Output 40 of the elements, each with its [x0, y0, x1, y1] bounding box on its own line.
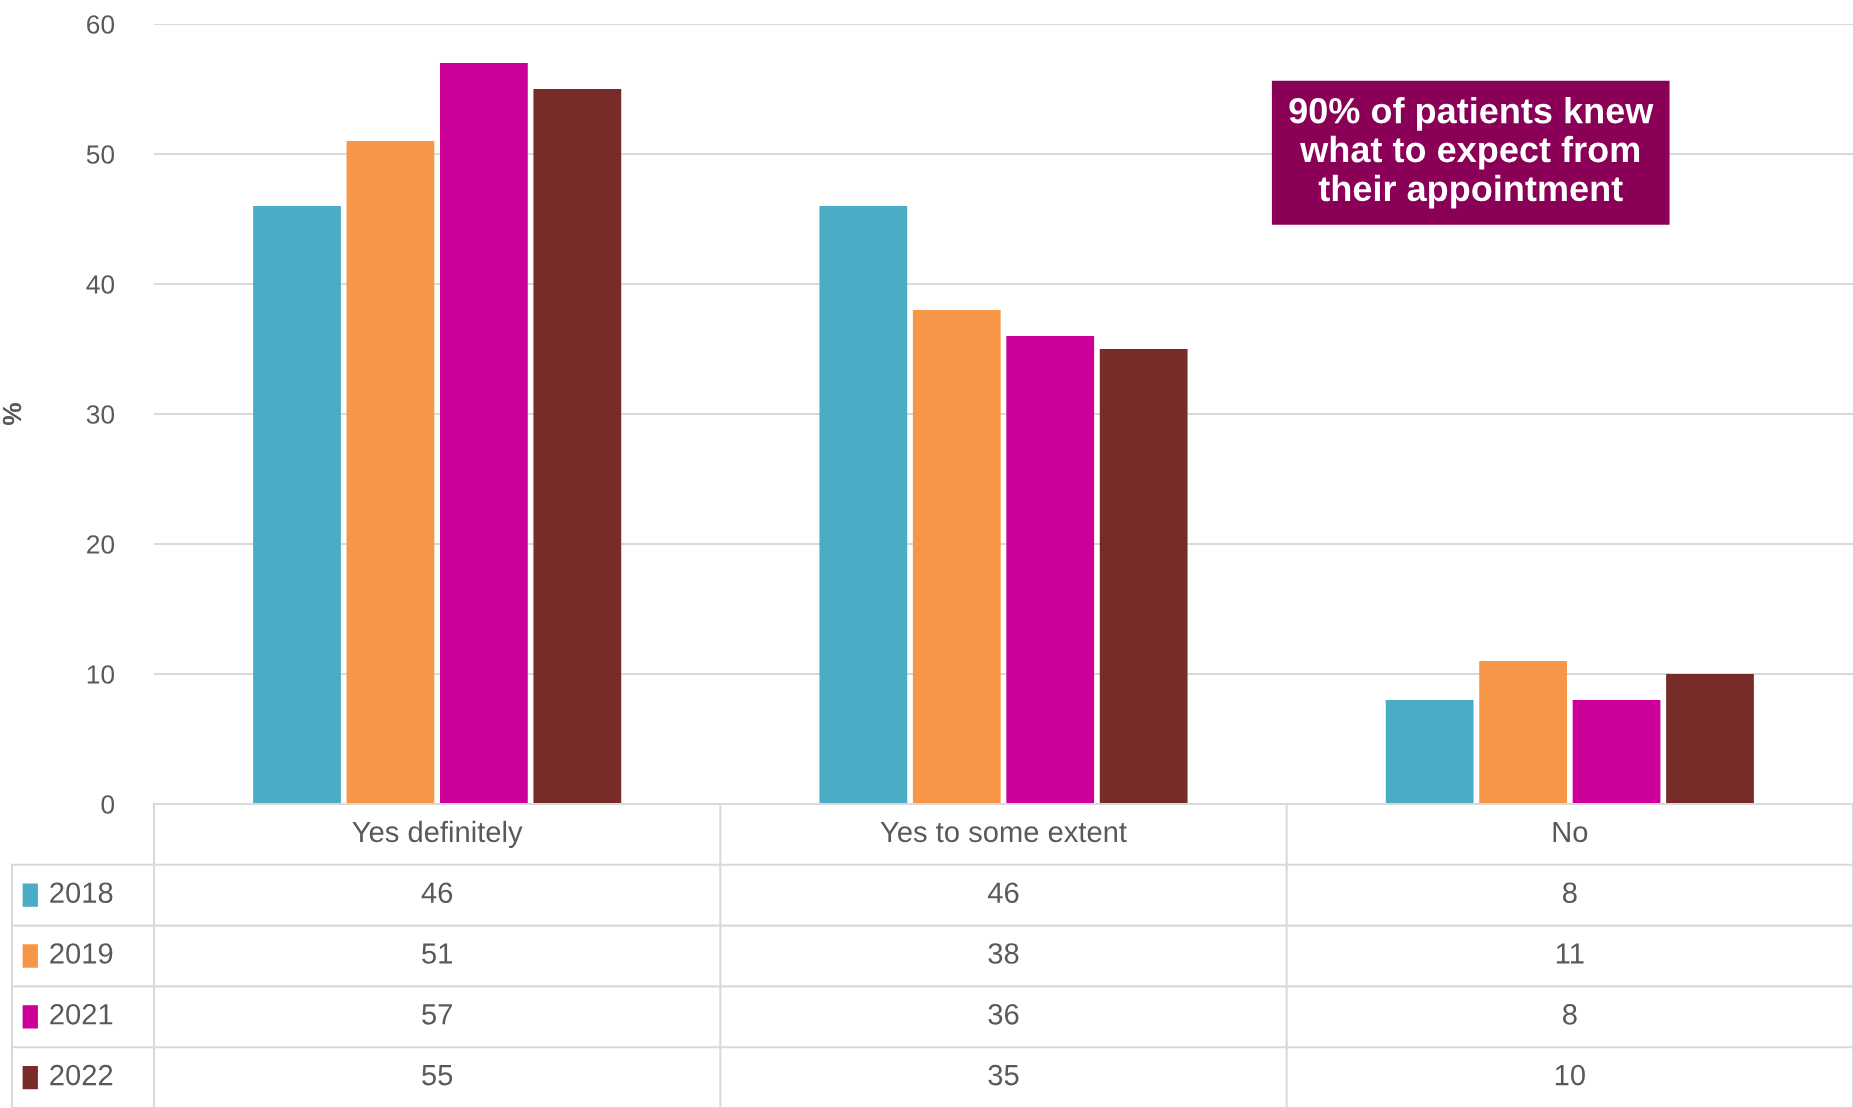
data-label: 8 [1562, 1003, 1577, 1025]
data-label: 46 [421, 882, 453, 904]
data-label: 36 [988, 1003, 1019, 1025]
data-label: 11 [1556, 943, 1584, 964]
bar [819, 206, 908, 804]
legend-label: 2018 [50, 882, 113, 904]
bar [1666, 674, 1754, 804]
data-label: 38 [988, 943, 1019, 964]
bar [1099, 349, 1188, 804]
data-label: 46 [987, 882, 1019, 904]
bar [346, 141, 435, 804]
legend-label: 2019 [50, 943, 113, 964]
x-tick-label: No [1553, 821, 1588, 843]
y-axis-title: % [2, 402, 22, 426]
legend-label: 2022 [50, 1064, 113, 1086]
y-tick-label: 30 [86, 405, 115, 424]
bar [440, 63, 528, 804]
bar [253, 206, 341, 804]
x-tick-label: Yes definitely [352, 820, 523, 848]
y-tick-label: 20 [87, 535, 115, 554]
bar [1479, 661, 1567, 804]
y-tick-label: 0 [101, 795, 115, 814]
data-label: 57 [422, 1004, 452, 1025]
y-tick-label: 10 [87, 665, 115, 684]
bar [912, 310, 1001, 804]
data-label: 10 [1555, 1064, 1585, 1086]
y-tick-label: 60 [87, 15, 115, 34]
bar [1006, 336, 1095, 804]
data-label: 8 [1562, 882, 1577, 904]
x-tick-label: Yes to some extent [880, 821, 1127, 843]
data-label: 55 [422, 1065, 453, 1086]
annotation: 90% of patients knew what to expect from their appointment [1289, 96, 1654, 209]
bar [1572, 700, 1661, 804]
y-tick-label: 40 [86, 275, 115, 294]
data-label: 35 [988, 1064, 1019, 1086]
y-tick-label: 50 [86, 145, 115, 164]
data-label: 51 [422, 943, 452, 964]
legend-label: 2021 [50, 1003, 113, 1025]
bar [1385, 700, 1474, 804]
bar [533, 89, 622, 804]
